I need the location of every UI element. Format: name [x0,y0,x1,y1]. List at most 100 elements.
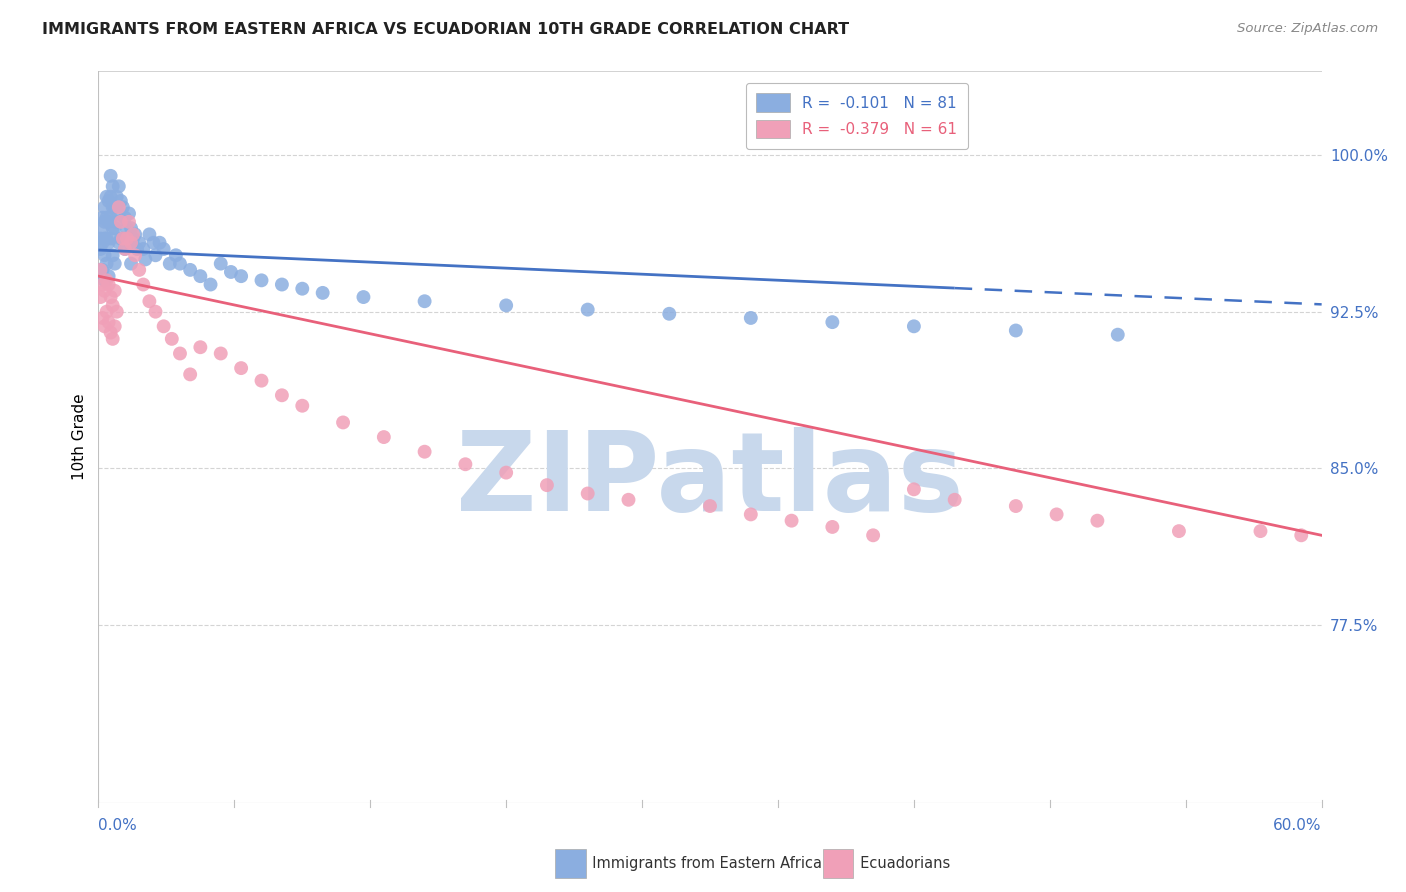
Point [1249,524,1271,538]
Point [100,231,122,245]
Point [120,235,142,250]
Text: Ecuadorians: Ecuadorians [851,856,950,871]
Point [138,294,160,309]
Point [219,265,242,279]
Point [132,277,155,292]
Point [105,304,128,318]
Point [97,194,120,208]
Point [134,252,156,267]
Point [145,248,167,262]
Point [91,211,114,225]
Point [93,231,115,245]
Point [118,215,141,229]
Point [91,263,114,277]
Point [373,430,395,444]
Point [1004,324,1026,338]
Point [209,257,232,271]
Point [104,257,127,271]
Point [413,444,436,458]
Point [617,492,640,507]
Point [179,368,201,382]
Point [122,231,145,245]
Point [104,284,127,298]
Point [1291,528,1313,542]
Text: 0.0%: 0.0% [98,818,138,832]
Point [118,235,141,250]
Point [270,277,294,292]
Point [159,257,181,271]
Point [93,200,115,214]
Point [108,235,131,250]
Point [1085,514,1108,528]
Point [862,528,884,542]
Point [97,215,120,229]
Point [1107,327,1129,342]
Point [96,211,118,225]
Text: Source: ZipAtlas.com: Source: ZipAtlas.com [1237,22,1378,36]
Point [111,200,134,214]
Point [128,235,150,250]
Point [120,221,142,235]
Point [105,190,128,204]
Point [100,169,122,183]
Point [100,290,122,304]
Point [495,298,517,312]
Point [1045,508,1069,522]
Point [100,211,122,225]
Point [101,200,124,214]
Point [699,499,721,513]
Point [188,269,212,284]
Point [108,179,131,194]
Point [454,457,477,471]
Point [138,227,160,242]
Point [352,290,374,304]
Point [152,242,174,256]
Point [114,242,136,256]
Point [97,269,120,284]
Point [104,200,127,214]
Point [291,399,314,413]
Point [179,263,201,277]
Point [740,508,762,522]
Point [96,190,118,204]
Point [100,326,122,340]
Point [250,273,273,287]
Point [160,332,183,346]
Point [96,257,118,271]
Point [658,307,681,321]
Point [108,206,131,220]
Point [124,248,146,262]
Point [536,478,558,492]
Point [97,235,120,250]
Point [111,231,134,245]
Point [101,298,124,312]
Point [96,273,118,287]
Point [111,231,134,245]
Point [93,273,115,287]
Point [104,221,127,235]
Point [145,304,167,318]
Point [124,227,146,242]
Point [114,242,136,256]
Point [91,277,114,292]
Point [128,263,150,277]
Point [110,215,132,229]
Point [97,277,120,292]
Point [101,179,124,194]
Point [104,319,127,334]
Point [101,332,124,346]
Point [495,466,517,480]
Point [91,235,114,250]
Point [152,319,174,334]
Point [122,227,145,242]
Point [127,242,149,256]
Point [169,257,191,271]
Point [291,282,314,296]
Y-axis label: 10th Grade: 10th Grade [72,393,87,481]
Point [91,310,114,325]
Point [89,263,111,277]
Point [96,231,118,245]
Point [165,248,187,262]
Point [89,290,111,304]
Point [413,294,436,309]
